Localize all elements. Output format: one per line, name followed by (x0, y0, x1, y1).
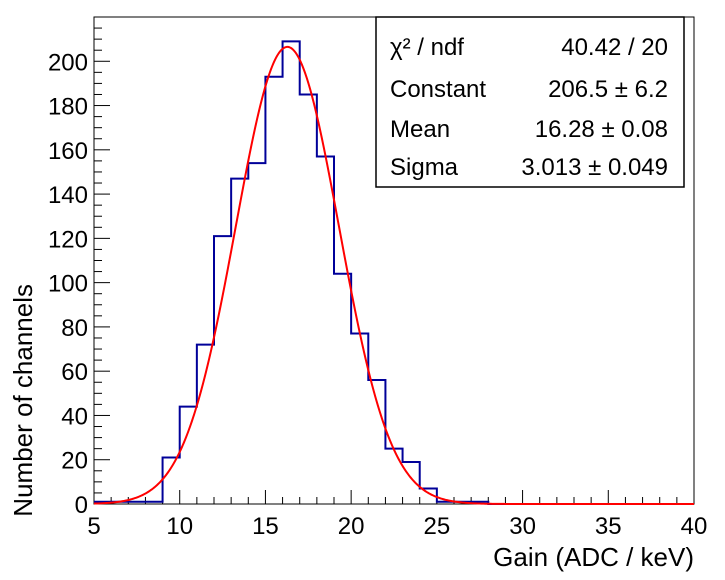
y-tick-label: 180 (48, 94, 88, 121)
y-tick-label: 80 (61, 315, 88, 342)
y-axis-title: Number of channels (8, 284, 38, 517)
stats-row-label: Sigma (390, 154, 459, 181)
y-tick-label: 200 (48, 49, 88, 76)
x-tick-label: 40 (681, 513, 708, 540)
y-tick-label: 160 (48, 138, 88, 165)
stats-box: χ² / ndf 40.42 / 20 Constant 206.5 ± 6.2 Mea… (375, 16, 685, 188)
x-axis-title: Gain (ADC / keV) (493, 542, 694, 572)
stats-rows: χ² / ndf 40.42 / 20 Constant 206.5 ± 6.2 Mea… (390, 34, 668, 181)
x-tick-label: 25 (424, 513, 451, 540)
x-tick-label: 5 (87, 513, 100, 540)
y-tick-labels: 0 20 40 60 80 100 120 140 160 180 200 (48, 49, 88, 519)
x-tick-label: 35 (595, 513, 622, 540)
y-tick-label: 0 (75, 492, 88, 519)
x-tick-label: 30 (509, 513, 536, 540)
x-tick-label: 10 (166, 513, 193, 540)
stats-box-frame (375, 16, 685, 188)
y-tick-label: 140 (48, 182, 88, 209)
y-tick-label: 60 (61, 359, 88, 386)
x-tick-labels: 5 10 15 20 25 30 35 40 (87, 513, 707, 540)
stats-row-value: 206.5 ± 6.2 (548, 76, 668, 103)
y-tick-label: 120 (48, 226, 88, 253)
y-tick-label: 100 (48, 271, 88, 298)
x-tick-label: 15 (252, 513, 279, 540)
stats-row-label: χ² / ndf (390, 34, 464, 61)
stats-row-label: Mean (390, 116, 450, 143)
y-tick-label: 20 (61, 448, 88, 475)
y-tick-label: 40 (61, 403, 88, 430)
stats-row-value: 40.42 / 20 (561, 34, 668, 61)
x-tick-label: 20 (338, 513, 365, 540)
gaussian-fit-curve (93, 45, 694, 505)
stats-row-value: 3.013 ± 0.049 (521, 154, 668, 181)
stats-row-value: 16.28 ± 0.08 (535, 116, 668, 143)
stats-row-label: Constant (390, 76, 486, 103)
